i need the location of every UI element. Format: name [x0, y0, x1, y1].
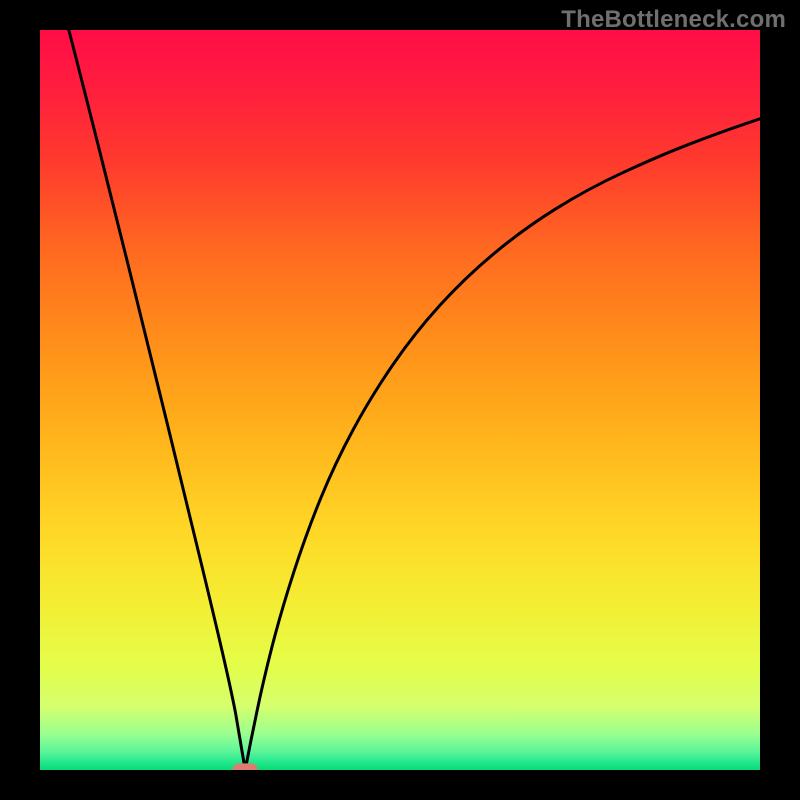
- figure-frame: TheBottleneck.com: [0, 0, 800, 800]
- chart-svg: [40, 30, 760, 770]
- plot-area: [40, 30, 760, 770]
- watermark-text: TheBottleneck.com: [561, 6, 786, 34]
- background-rect: [40, 30, 760, 770]
- minimum-marker: [233, 763, 258, 770]
